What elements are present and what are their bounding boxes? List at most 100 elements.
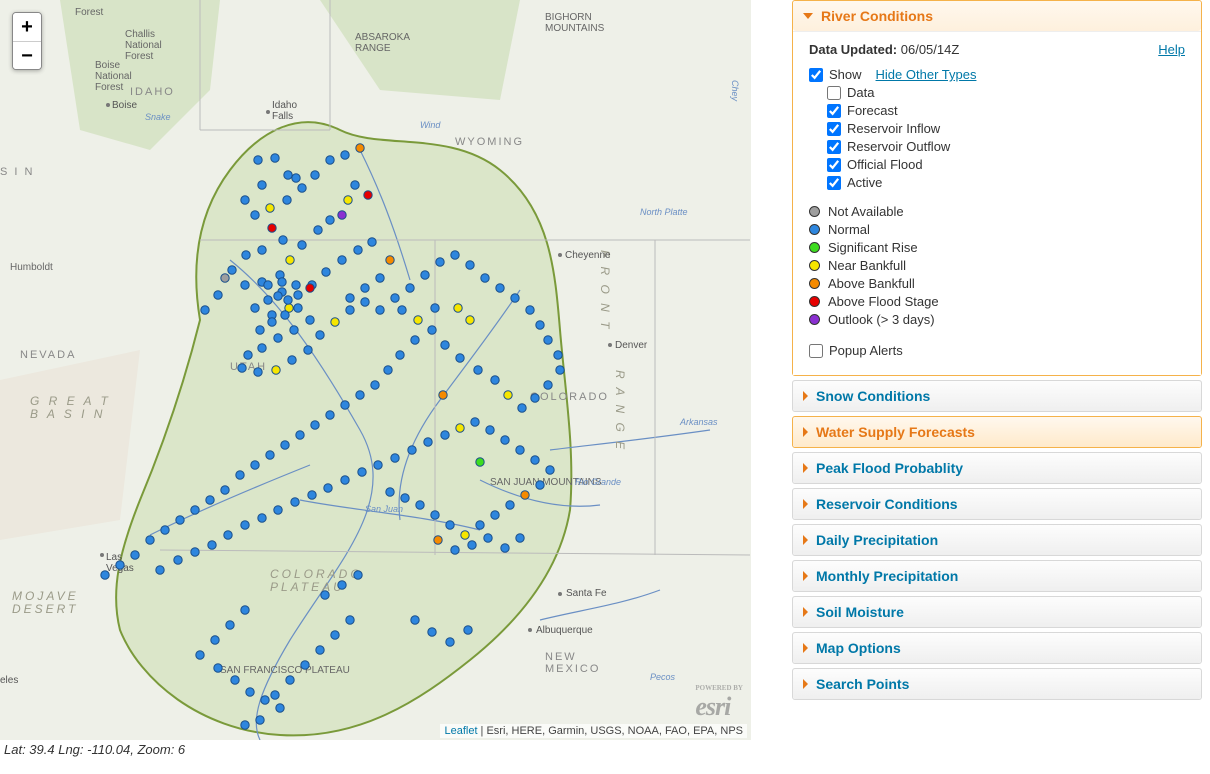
station-dot[interactable] bbox=[276, 704, 284, 712]
layer-checkbox-1[interactable] bbox=[827, 104, 841, 118]
panel-header[interactable]: Search Points bbox=[793, 669, 1201, 699]
station-dot[interactable] bbox=[331, 631, 339, 639]
station-dot[interactable] bbox=[546, 466, 554, 474]
station-dot[interactable] bbox=[364, 191, 372, 199]
station-dot[interactable] bbox=[256, 326, 264, 334]
panel-header[interactable]: Snow Conditions bbox=[793, 381, 1201, 411]
station-dot[interactable] bbox=[408, 446, 416, 454]
station-dot[interactable] bbox=[361, 298, 369, 306]
station-dot[interactable] bbox=[368, 238, 376, 246]
station-dot[interactable] bbox=[316, 646, 324, 654]
station-dot[interactable] bbox=[521, 491, 529, 499]
station-dot[interactable] bbox=[266, 451, 274, 459]
station-dot[interactable] bbox=[191, 506, 199, 514]
station-dot[interactable] bbox=[281, 441, 289, 449]
station-dot[interactable] bbox=[474, 366, 482, 374]
station-dot[interactable] bbox=[272, 366, 280, 374]
panel-header[interactable]: Monthly Precipitation bbox=[793, 561, 1201, 591]
layer-checkbox-3[interactable] bbox=[827, 140, 841, 154]
station-dot[interactable] bbox=[288, 356, 296, 364]
station-dot[interactable] bbox=[322, 268, 330, 276]
zoom-out-button[interactable]: − bbox=[13, 41, 41, 69]
station-dot[interactable] bbox=[431, 304, 439, 312]
station-dot[interactable] bbox=[241, 521, 249, 529]
station-dot[interactable] bbox=[231, 676, 239, 684]
station-dot[interactable] bbox=[251, 304, 259, 312]
station-dot[interactable] bbox=[446, 638, 454, 646]
station-dot[interactable] bbox=[224, 531, 232, 539]
station-dot[interactable] bbox=[451, 546, 459, 554]
layer-checkbox-4[interactable] bbox=[827, 158, 841, 172]
popup-alerts-checkbox[interactable] bbox=[809, 344, 823, 358]
station-dot[interactable] bbox=[356, 144, 364, 152]
station-dot[interactable] bbox=[468, 541, 476, 549]
panel-header[interactable]: Map Options bbox=[793, 633, 1201, 663]
station-dot[interactable] bbox=[296, 431, 304, 439]
station-dot[interactable] bbox=[306, 316, 314, 324]
station-dot[interactable] bbox=[146, 536, 154, 544]
zoom-in-button[interactable]: + bbox=[13, 13, 41, 41]
station-dot[interactable] bbox=[308, 491, 316, 499]
station-dot[interactable] bbox=[274, 334, 282, 342]
station-dot[interactable] bbox=[531, 456, 539, 464]
station-dot[interactable] bbox=[241, 606, 249, 614]
station-dot[interactable] bbox=[279, 236, 287, 244]
station-dot[interactable] bbox=[284, 171, 292, 179]
station-dot[interactable] bbox=[354, 246, 362, 254]
station-dot[interactable] bbox=[221, 486, 229, 494]
station-dot[interactable] bbox=[411, 616, 419, 624]
station-dot[interactable] bbox=[421, 271, 429, 279]
station-dot[interactable] bbox=[214, 664, 222, 672]
station-dot[interactable] bbox=[358, 468, 366, 476]
station-dot[interactable] bbox=[344, 196, 352, 204]
panel-header[interactable]: Peak Flood Probablity bbox=[793, 453, 1201, 483]
station-dot[interactable] bbox=[228, 266, 236, 274]
hide-other-types-link[interactable]: Hide Other Types bbox=[876, 67, 977, 82]
station-dot[interactable] bbox=[241, 281, 249, 289]
station-dot[interactable] bbox=[264, 281, 272, 289]
station-dot[interactable] bbox=[206, 496, 214, 504]
station-dot[interactable] bbox=[461, 531, 469, 539]
station-dot[interactable] bbox=[304, 346, 312, 354]
station-dot[interactable] bbox=[221, 274, 229, 282]
station-dot[interactable] bbox=[428, 628, 436, 636]
station-dot[interactable] bbox=[324, 484, 332, 492]
show-checkbox[interactable] bbox=[809, 68, 823, 82]
station-dot[interactable] bbox=[131, 551, 139, 559]
station-dot[interactable] bbox=[268, 224, 276, 232]
panel-header[interactable]: Water Supply Forecasts bbox=[793, 417, 1201, 447]
station-dot[interactable] bbox=[291, 498, 299, 506]
station-dot[interactable] bbox=[268, 318, 276, 326]
station-dot[interactable] bbox=[446, 521, 454, 529]
station-dot[interactable] bbox=[311, 171, 319, 179]
station-dot[interactable] bbox=[261, 696, 269, 704]
station-dot[interactable] bbox=[501, 436, 509, 444]
station-dot[interactable] bbox=[258, 514, 266, 522]
station-dot[interactable] bbox=[338, 581, 346, 589]
map[interactable]: + − bbox=[0, 0, 751, 740]
station-dot[interactable] bbox=[496, 284, 504, 292]
station-dot[interactable] bbox=[511, 294, 519, 302]
station-dot[interactable] bbox=[424, 438, 432, 446]
station-dot[interactable] bbox=[338, 256, 346, 264]
station-dot[interactable] bbox=[354, 571, 362, 579]
station-dot[interactable] bbox=[290, 326, 298, 334]
station-dot[interactable] bbox=[454, 304, 462, 312]
station-dot[interactable] bbox=[246, 688, 254, 696]
station-dot[interactable] bbox=[484, 534, 492, 542]
station-dot[interactable] bbox=[386, 488, 394, 496]
station-dot[interactable] bbox=[161, 526, 169, 534]
station-dot[interactable] bbox=[258, 344, 266, 352]
station-dot[interactable] bbox=[346, 294, 354, 302]
station-dot[interactable] bbox=[292, 281, 300, 289]
layer-checkbox-2[interactable] bbox=[827, 122, 841, 136]
station-dot[interactable] bbox=[341, 151, 349, 159]
station-dot[interactable] bbox=[236, 471, 244, 479]
station-dot[interactable] bbox=[371, 381, 379, 389]
station-dot[interactable] bbox=[456, 354, 464, 362]
station-dot[interactable] bbox=[466, 261, 474, 269]
station-dot[interactable] bbox=[251, 211, 259, 219]
station-dot[interactable] bbox=[274, 506, 282, 514]
station-dot[interactable] bbox=[306, 284, 314, 292]
station-dot[interactable] bbox=[241, 196, 249, 204]
